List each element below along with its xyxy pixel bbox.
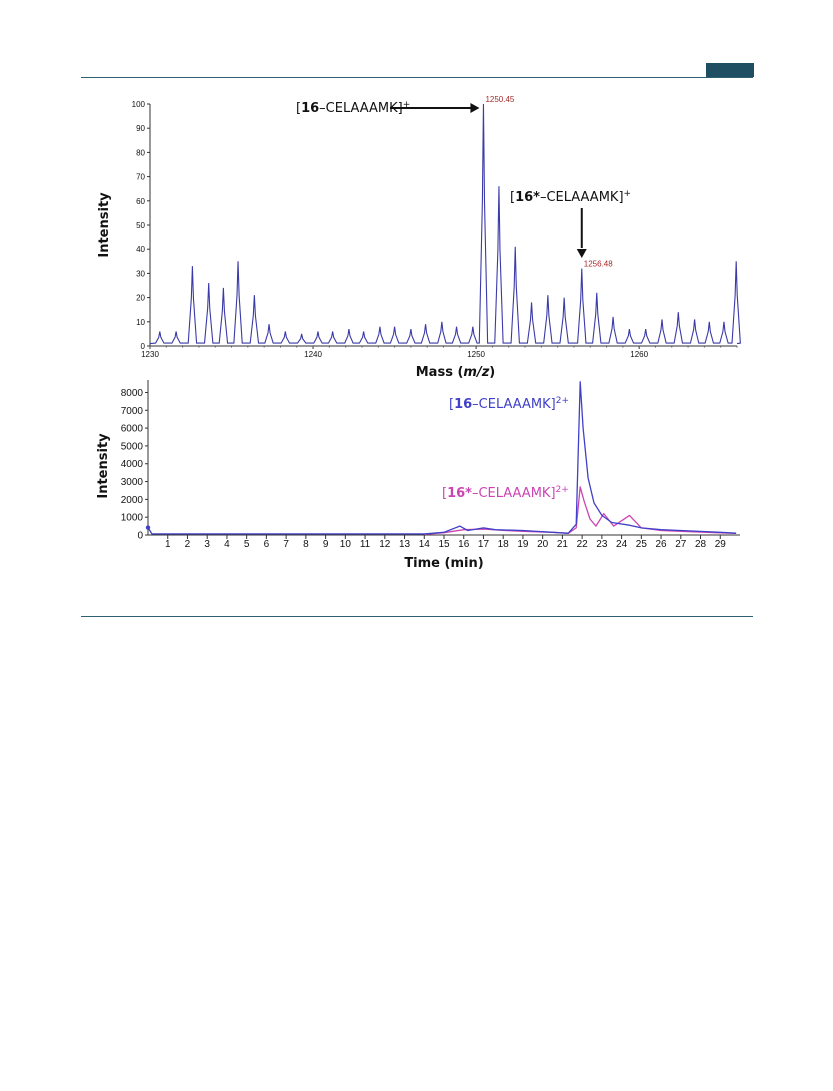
lc-y-tick-label: 7000 [121, 406, 144, 417]
ms-y-tick-label: 50 [136, 221, 145, 230]
lc-x-tick-label: 27 [675, 539, 687, 550]
header-rule [81, 77, 753, 78]
ms-y-tick-label: 10 [136, 318, 145, 327]
lc-x-tick-label: 24 [616, 539, 628, 550]
lc-series-16-line [147, 381, 737, 535]
lc-x-tick-label: 17 [478, 539, 490, 550]
lc-series-16-start-marker [145, 525, 151, 530]
lc-x-tick-label: 2 [185, 539, 191, 550]
lc-x-tick-label: 10 [340, 539, 352, 550]
lc-x-tick-label: 1 [165, 539, 171, 550]
lc-annotation-16star: [16*–CELAAAMK]2+ [442, 485, 569, 501]
lc-x-tick-label: 21 [557, 539, 569, 550]
lc-y-tick-label: 2000 [121, 495, 144, 506]
lc-x-tick-label: 26 [656, 539, 668, 550]
lc-x-tick-label: 14 [419, 539, 431, 550]
lc-y-tick-label: 1000 [121, 513, 144, 524]
lc-x-tick-label: 4 [224, 539, 230, 550]
ms-peak-label: 1256.48 [584, 260, 613, 269]
ms-x-tick-label: 1240 [304, 350, 322, 359]
ms-y-tick-label: 80 [136, 148, 145, 157]
ms-y-tick-label: 20 [136, 294, 145, 303]
lc-x-axis-title: Time (min) [404, 556, 483, 571]
ms-x-tick-label: 1250 [467, 350, 485, 359]
lc-y-tick-label: 8000 [121, 388, 144, 399]
ms-y-tick-label: 100 [132, 100, 146, 109]
ms-x-axis-title: Mass (m/z) [416, 365, 495, 380]
ms-annotation-16star: [16*–CELAAAMK]+ [510, 189, 631, 205]
ms-y-tick-label: 60 [136, 197, 145, 206]
lc-x-tick-label: 20 [537, 539, 549, 550]
ms-x-tick-label: 1260 [630, 350, 648, 359]
ms-arrow-16star-head [576, 249, 587, 258]
lc-x-tick-label: 12 [379, 539, 391, 550]
ms-arrow-16-head [470, 103, 480, 113]
lc-x-tick-label: 8 [303, 539, 309, 550]
lc-x-tick-label: 22 [577, 539, 589, 550]
ms-y-tick-label: 40 [136, 245, 145, 254]
lc-x-tick-label: 19 [517, 539, 529, 550]
lc-x-tick-label: 29 [715, 539, 727, 550]
lc-y-axis-title: Intensity [96, 433, 111, 499]
ms-y-tick-label: 0 [141, 342, 146, 351]
lc-x-tick-label: 18 [498, 539, 510, 550]
lc-x-tick-label: 5 [244, 539, 250, 550]
lc-y-tick-label: 5000 [121, 441, 144, 452]
lc-x-tick-label: 6 [264, 539, 270, 550]
lc-x-tick-label: 3 [204, 539, 210, 550]
ms-x-tick-label: 1230 [141, 350, 159, 359]
lc-x-tick-label: 11 [360, 539, 371, 550]
ms-peak-label: 1250.45 [485, 95, 514, 104]
lc-x-tick-label: 13 [399, 539, 411, 550]
footer-rule [81, 616, 753, 617]
mass-spectrum-chart: 0 10 20 30 40 50 60 70 80 90 100 1230 1240 1250 1260 12… [97, 95, 741, 380]
lc-x-tick-label: 23 [596, 539, 608, 550]
ms-y-tick-label: 30 [136, 269, 145, 278]
header-tab [706, 63, 754, 77]
lc-x-tick-label: 25 [636, 539, 648, 550]
lc-y-tick-label: 0 [137, 531, 143, 542]
lc-x-tick-label: 7 [283, 539, 289, 550]
lc-y-tick-label: 6000 [121, 424, 144, 435]
lc-y-tick-label: 4000 [121, 459, 144, 470]
ms-y-tick-label: 70 [136, 173, 145, 182]
ms-y-tick-label: 90 [136, 124, 145, 133]
ms-annotation-16: [16–CELAAAMK]+ [296, 100, 410, 116]
lc-x-tick-label: 28 [695, 539, 707, 550]
ms-spectrum-line [149, 103, 741, 345]
lc-x-tick-label: 16 [458, 539, 470, 550]
lc-x-tick-label: 15 [438, 539, 450, 550]
lc-y-tick-label: 3000 [121, 477, 144, 488]
ms-y-axis-title: Intensity [97, 192, 112, 258]
lc-annotation-16: [16–CELAAAMK]2+ [449, 396, 569, 412]
lc-x-tick-label: 9 [323, 539, 329, 550]
